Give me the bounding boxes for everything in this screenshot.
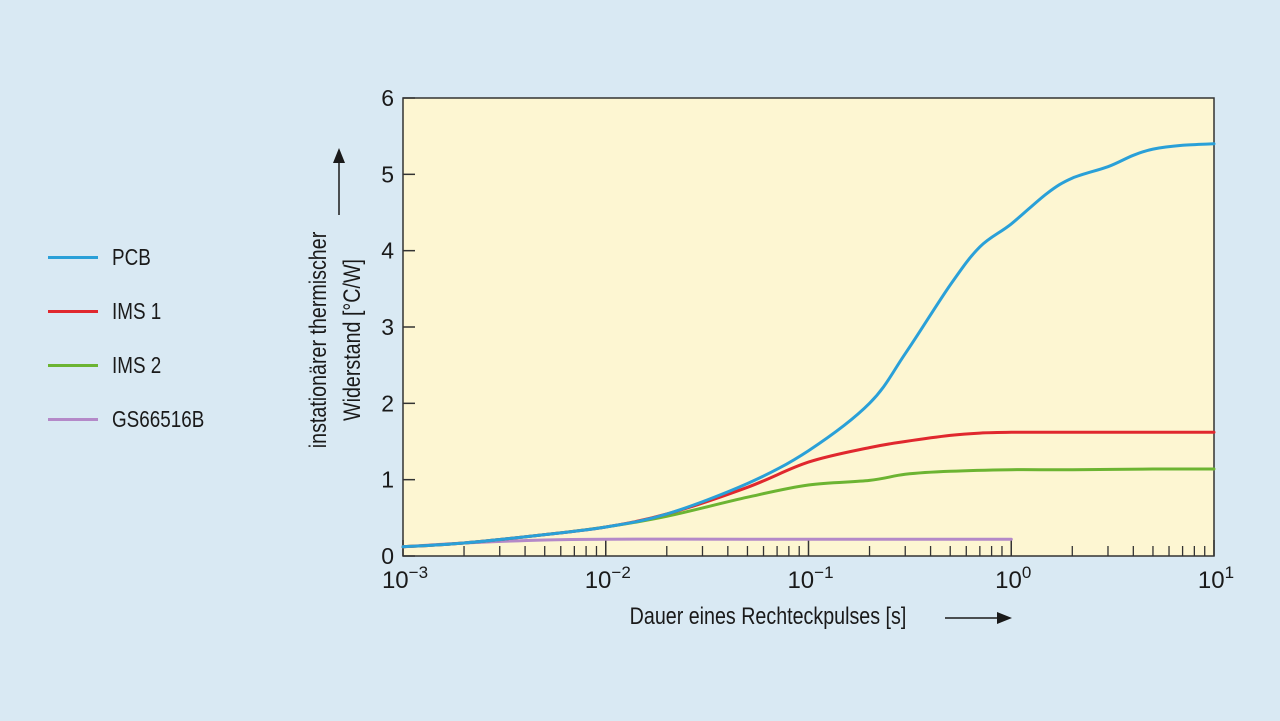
plot-area <box>402 97 1215 557</box>
x-axis-label: Dauer eines Rechteckpulses [s] <box>630 602 907 629</box>
x-tick-label: 101 <box>1198 563 1234 594</box>
y-tick-label: 3 <box>381 314 394 340</box>
y-tick-label: 5 <box>381 161 394 187</box>
legend-item-pcb: PCB <box>48 230 225 284</box>
y-axis-label-line2: Widerstand [°C/W] <box>338 259 365 421</box>
legend-item-ims2: IMS 2 <box>48 338 225 392</box>
x-tick-label: 10−2 <box>585 563 631 594</box>
series-line-pcb <box>401 142 1216 549</box>
legend-swatch-pcb <box>48 255 98 259</box>
x-tick-label: 100 <box>995 563 1031 594</box>
x-tick-label: 10−3 <box>382 563 428 594</box>
legend-label-ims1: IMS 1 <box>112 297 162 324</box>
legend-item-gs66516b: GS66516B <box>48 392 225 446</box>
legend-swatch-ims1 <box>48 309 98 313</box>
x-axis-arrow <box>945 612 1012 624</box>
chart-legend: PCB IMS 1 IMS 2 GS66516B <box>48 230 225 446</box>
axes: 0 1 2 3 4 5 6 10−3 10−2 10−1 100 101 <box>381 85 1234 594</box>
y-tick-label: 4 <box>381 238 394 264</box>
y-axis-arrow <box>333 148 345 215</box>
y-axis-label-group: instationärer thermischer Widerstand [°C… <box>304 232 365 448</box>
y-tick-label: 1 <box>381 467 394 493</box>
y-tick-label: 2 <box>381 390 394 416</box>
legend-label-pcb: PCB <box>112 243 151 270</box>
y-axis-label-line1: instationärer thermischer <box>304 232 331 448</box>
legend-swatch-gs66516b <box>48 417 98 421</box>
series-lines <box>401 142 1216 549</box>
legend-item-ims1: IMS 1 <box>48 284 225 338</box>
x-tick-label: 10−1 <box>787 563 833 594</box>
legend-swatch-ims2 <box>48 363 98 367</box>
legend-label-ims2: IMS 2 <box>112 351 162 378</box>
y-tick-label: 0 <box>381 543 394 569</box>
legend-label-gs66516b: GS66516B <box>112 405 205 432</box>
y-tick-label: 6 <box>381 85 394 111</box>
